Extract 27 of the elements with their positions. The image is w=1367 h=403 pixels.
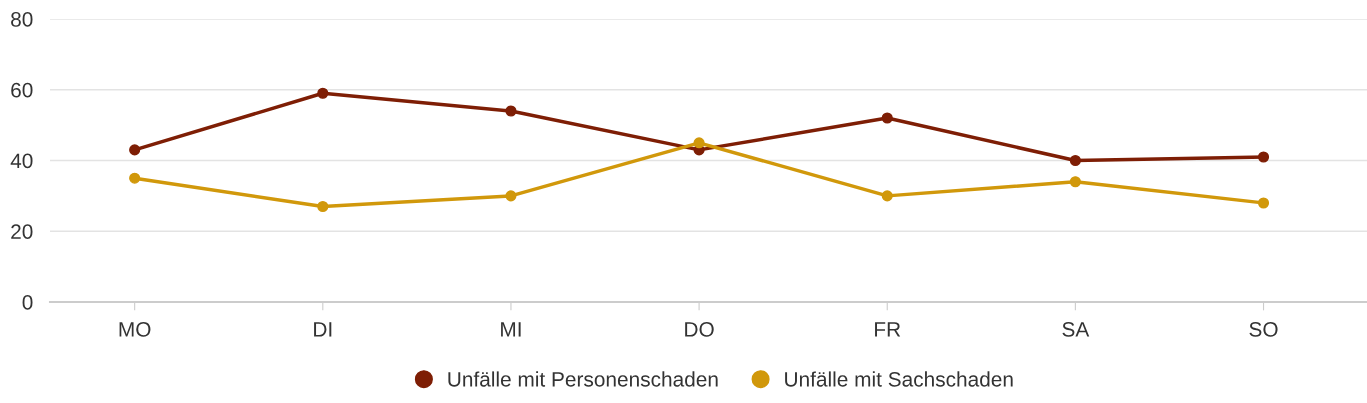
point [1069,154,1081,167]
point [1257,197,1270,209]
legend-label: Unfälle mit Personenschaden [448,371,718,387]
point [505,105,517,117]
x-tick-label: MI [501,322,521,337]
point [881,112,893,124]
y-tick-label: 20 [11,224,33,239]
point [317,87,329,99]
x-tick-label: SO [1249,321,1278,337]
legend-label: Unfälle mit Sachschaden [785,371,1013,387]
y-tick-label: 40 [10,153,33,169]
x-tick-label: SA [1062,321,1090,337]
x-tick-label: MO [119,321,151,337]
point [1257,151,1270,163]
y-tick-label: 0 [22,295,33,310]
point [129,172,141,184]
point [505,190,517,202]
x-tick-label: DI [314,322,332,337]
point [129,144,141,156]
point [881,190,893,202]
y-tick-label: 80 [11,12,33,27]
y-tick-label: 60 [11,82,33,98]
point [317,200,329,213]
point [1069,176,1081,188]
x-tick-label: FR [875,322,901,337]
x-tick-label: DO [685,321,714,337]
point [693,137,705,149]
